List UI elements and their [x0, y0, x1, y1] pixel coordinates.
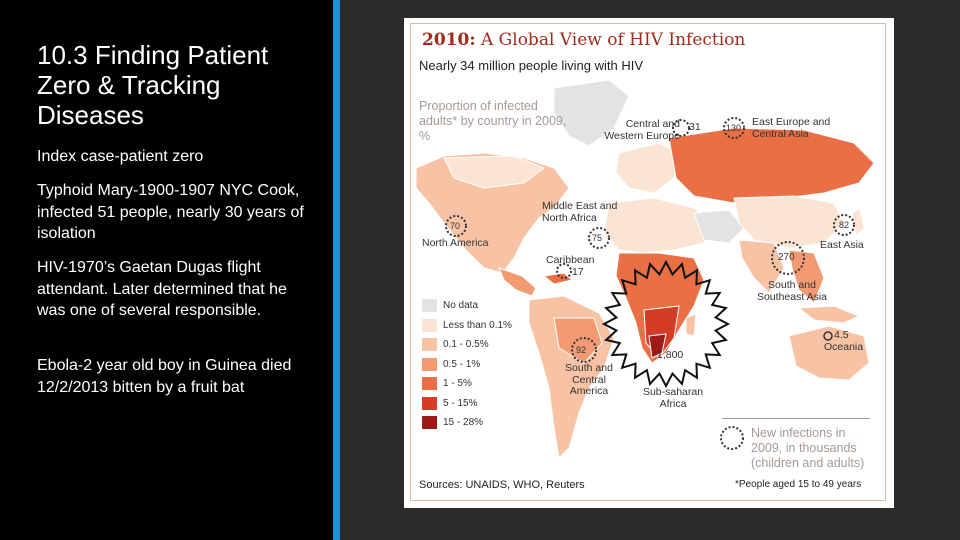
text-panel: 10.3 Finding Patient Zero & Tracking Dis…	[0, 0, 333, 540]
region-label-south-asia: South and Southeast Asia	[756, 279, 828, 303]
region-label-north-america: North America	[422, 237, 489, 249]
canada-shape	[443, 155, 546, 189]
central-america-shape	[498, 267, 537, 297]
east-europe-starburst-icon	[723, 117, 745, 139]
legend-item: No data	[422, 296, 512, 316]
legend-swatch	[422, 338, 437, 352]
legend-swatch	[422, 357, 437, 371]
world-map	[415, 79, 875, 460]
slide-title: 10.3 Finding Patient Zero & Tracking Dis…	[37, 40, 269, 130]
footnote-text: *People aged 15 to 49 years	[735, 479, 862, 490]
greenland-shape	[553, 79, 630, 147]
legend-swatch	[422, 416, 437, 430]
region-value-east-europe: 130	[726, 123, 742, 133]
figure-frame	[410, 23, 886, 501]
map-legend: No data Less than 0.1% 0.1 - 0.5% 0.5 - …	[422, 296, 512, 433]
southeast-asia-shape	[788, 249, 825, 304]
region-value-east-asia: 82	[839, 220, 850, 230]
legend-item: 0.5 - 1%	[422, 355, 512, 375]
new-infections-label: New infections in 2009, in thousands (ch…	[751, 426, 865, 470]
region-value-south-america: 92	[576, 345, 587, 355]
south-america-starburst-icon	[571, 337, 597, 363]
accent-divider	[333, 0, 340, 540]
indonesia-shape	[797, 305, 861, 324]
region-value-sub-saharan: 1,800	[657, 349, 684, 361]
region-value-oceania: 4.5	[834, 329, 849, 341]
legend-item: 15 - 28%	[422, 413, 512, 433]
figure-title-year: 2010:	[422, 30, 476, 50]
hiv-map-figure: 2010: A Global View of HIV Infection Nea…	[404, 18, 894, 508]
region-value-caribbean: 17	[572, 266, 584, 278]
region-label-oceania: Oceania	[824, 341, 864, 353]
bullet-hiv: HIV-1970’s Gaetan Dugas flight attendant…	[37, 259, 287, 319]
legend-swatch	[422, 299, 437, 313]
legend-item: 0.1 - 0.5%	[422, 335, 512, 355]
caribbean-shape	[542, 272, 574, 285]
western-europe-starburst-icon	[672, 119, 690, 137]
figure-title-text: A Global View of HIV Infection	[475, 30, 746, 50]
region-label-east-europe: East Europe and Central Asia	[752, 116, 831, 140]
middle-east-shape	[693, 209, 745, 244]
figure-title: 2010: A Global View of HIV Infection	[422, 30, 745, 50]
region-value-middle-east: 75	[592, 233, 603, 243]
sub-saharan-starburst-icon	[601, 259, 731, 389]
region-label-sub-saharan: Sub-saharan Africa	[642, 386, 704, 410]
new-infections-starburst-icon	[720, 426, 744, 450]
region-value-north-america: 70	[450, 221, 461, 231]
region-label-western-europe: Central and Western Europe	[604, 118, 680, 142]
europe-shape	[615, 142, 680, 194]
east-asia-starburst-icon	[833, 214, 855, 236]
region-value-western-europe: 31	[689, 121, 701, 133]
russia-shape	[668, 127, 875, 204]
legend-item: Less than 0.1%	[422, 316, 512, 336]
legend-item: 1 - 5%	[422, 374, 512, 394]
region-label-caribbean: Caribbean	[546, 254, 595, 266]
caribbean-starburst-icon	[556, 263, 572, 279]
legend-swatch	[422, 318, 437, 332]
oceania-starburst-icon	[823, 331, 833, 341]
region-label-middle-east: Middle East and North Africa	[542, 200, 618, 224]
madagascar-shape	[685, 313, 697, 337]
south-asia-starburst-icon	[771, 241, 805, 275]
proportion-label: Proportion of infected adults* by countr…	[419, 99, 567, 143]
japan-shape	[851, 207, 865, 238]
region-value-south-asia: 270	[778, 252, 795, 263]
region-label-east-asia: East Asia	[820, 239, 864, 251]
middle-east-starburst-icon	[588, 227, 610, 249]
legend-item: 5 - 15%	[422, 394, 512, 414]
north-africa-shape	[603, 197, 715, 254]
bullet-index-case: Index case-patient zero	[37, 148, 204, 165]
australia-shape	[788, 325, 870, 381]
bullet-ebola: Ebola-2 year old boy in Guinea died 12/2…	[37, 357, 292, 396]
china-shape	[733, 195, 845, 249]
legend-swatch	[422, 396, 437, 410]
separator-line	[722, 418, 870, 419]
north-america-starburst-icon	[445, 215, 467, 237]
legend-swatch	[422, 377, 437, 391]
sources-text: Sources: UNAIDS, WHO, Reuters	[419, 479, 585, 491]
region-label-south-america: South and Central America	[565, 362, 613, 397]
figure-subtitle: Nearly 34 million people living with HIV	[419, 58, 643, 73]
india-shape	[738, 239, 785, 294]
bullet-typhoid-mary: Typhoid Mary-1900-1907 NYC Cook, infecte…	[37, 182, 304, 242]
south-africa-shape	[648, 333, 667, 359]
